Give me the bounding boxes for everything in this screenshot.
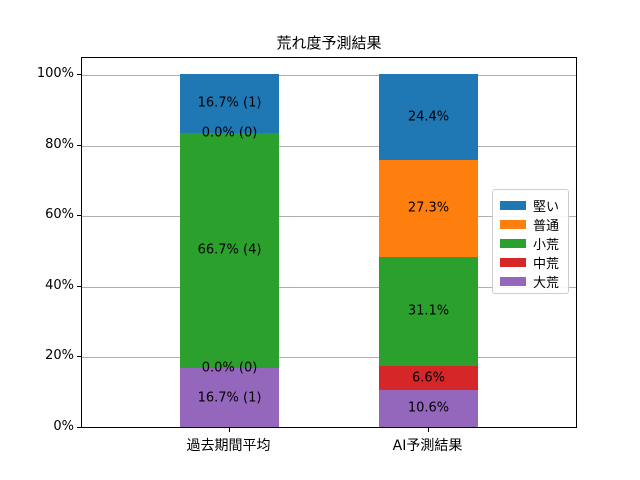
gridline xyxy=(82,145,576,147)
legend-swatch xyxy=(500,277,526,286)
legend-label: 小荒 xyxy=(533,238,560,253)
gridline xyxy=(82,286,576,288)
legend-entry: 小荒 xyxy=(500,234,568,253)
legend-entry: 中荒 xyxy=(500,253,568,272)
y-tick-label: 20% xyxy=(45,348,74,364)
y-tick-mark xyxy=(77,356,81,358)
bar-segment xyxy=(180,132,279,369)
legend: 堅い普通小荒中荒大荒 xyxy=(492,189,569,294)
x-tick-label: 過去期間平均 xyxy=(186,438,271,454)
chart-title: 荒れ度予測結果 xyxy=(276,34,382,52)
bar-segment xyxy=(379,160,478,257)
x-tick-label: AI予測結果 xyxy=(392,438,463,454)
y-tick-mark xyxy=(77,427,81,428)
x-tick-mark xyxy=(427,428,429,432)
bar-segment xyxy=(180,73,279,133)
legend-swatch xyxy=(500,239,526,248)
y-tick-mark xyxy=(77,215,81,217)
bar-segment-label: 6.6% xyxy=(411,370,446,386)
bar-segment xyxy=(379,366,478,390)
y-tick-label: 40% xyxy=(45,277,74,293)
legend-label: 大荒 xyxy=(533,276,560,291)
plot-area: 16.7% (1) 0.0% (0) 66.7% (4) 0.0% (0) 16.7% … xyxy=(81,57,577,428)
bar-segment xyxy=(379,389,478,427)
y-tick-label: 0% xyxy=(53,419,74,434)
bar: 16.7% (1) 0.0% (0) 66.7% (4) 0.0% (0) 16.7% … xyxy=(180,58,279,427)
y-tick-mark xyxy=(77,144,81,146)
legend-label: 普通 xyxy=(533,219,560,234)
bar-segment-label: 31.1% xyxy=(407,303,450,319)
legend-label: 堅い xyxy=(533,200,560,215)
bar-segment-label: 10.6% xyxy=(407,400,450,416)
legend-entry: 堅い xyxy=(500,196,568,215)
y-tick-label: 100% xyxy=(36,66,74,82)
y-tick-mark xyxy=(77,74,81,76)
bar-segment xyxy=(180,368,279,427)
bar-segment-label: 24.4% xyxy=(407,109,450,125)
bar-segment xyxy=(379,256,478,367)
bar-segment-label: 0.0% (0) xyxy=(201,125,258,141)
legend-swatch xyxy=(500,201,526,210)
bar-segment-label: 27.3% xyxy=(407,200,450,216)
bar-segment-label: 16.7% (1) xyxy=(197,390,262,406)
bar: 10.6% 6.6% 31.1% 27.3% 24.4% xyxy=(379,58,478,427)
y-tick-label: 60% xyxy=(45,207,74,223)
legend-swatch xyxy=(500,220,526,229)
bar-segment-label: 16.7% (1) xyxy=(197,95,262,111)
y-tick-mark xyxy=(77,285,81,287)
legend-swatch xyxy=(500,258,526,267)
legend-entry: 大荒 xyxy=(500,272,568,291)
bar-segment-label: 0.0% (0) xyxy=(201,360,258,376)
bar-segment-label: 66.7% (4) xyxy=(197,242,262,258)
legend-label: 中荒 xyxy=(533,257,560,272)
legend-entry: 普通 xyxy=(500,215,568,234)
gridline xyxy=(82,357,576,359)
gridline xyxy=(82,75,576,77)
gridline xyxy=(82,216,576,218)
y-tick-label: 80% xyxy=(45,136,74,152)
x-tick-mark xyxy=(228,428,230,432)
bar-segment xyxy=(379,74,478,161)
